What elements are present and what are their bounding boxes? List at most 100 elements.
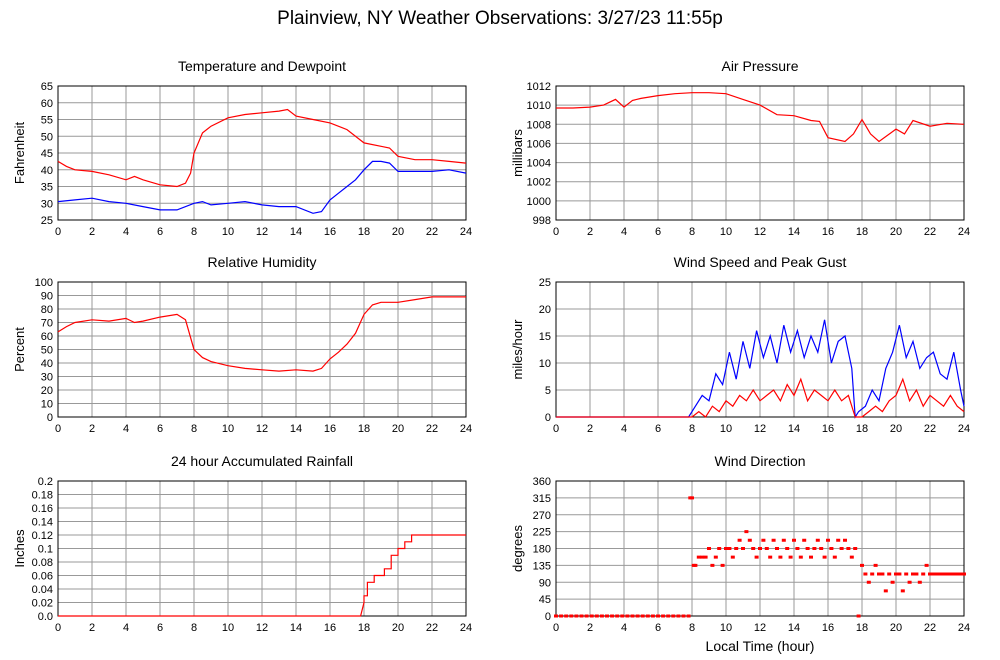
x-tick-label: 14 <box>290 226 302 238</box>
chart-title: Air Pressure <box>721 58 798 74</box>
x-tick-label: 2 <box>587 622 593 634</box>
data-point <box>625 614 630 618</box>
x-tick-label: 12 <box>754 226 766 238</box>
y-tick-label: 45 <box>539 594 551 606</box>
data-point <box>921 572 926 576</box>
data-point <box>764 547 769 550</box>
chart-title: Relative Humidity <box>208 254 317 270</box>
data-point <box>934 572 939 576</box>
y-tick-label: 50 <box>41 345 53 357</box>
x-tick-label: 4 <box>123 226 129 238</box>
x-tick-label: 12 <box>256 226 268 238</box>
y-tick-label: 0.04 <box>32 584 53 596</box>
chart-title: Temperature and Dewpoint <box>178 58 346 74</box>
x-tick-label: 2 <box>587 423 593 435</box>
y-tick-label: 20 <box>41 385 53 397</box>
x-tick-label: 24 <box>460 423 472 435</box>
x-tick-label: 22 <box>426 226 438 238</box>
data-point <box>805 547 810 550</box>
data-point <box>802 538 807 542</box>
data-point <box>931 572 936 576</box>
series-line-1 <box>57 296 466 372</box>
y-tick-label: 998 <box>533 215 551 227</box>
data-point <box>843 538 847 542</box>
x-tick-label: 8 <box>689 226 695 238</box>
y-axis-label: millibars <box>510 129 525 177</box>
x-tick-label: 6 <box>655 423 661 435</box>
data-point <box>645 614 650 618</box>
data-point <box>666 614 671 618</box>
data-point <box>696 555 701 559</box>
data-point <box>594 614 599 618</box>
y-tick-label: 55 <box>41 115 53 127</box>
plot-frame <box>57 85 467 221</box>
x-tick-label: 24 <box>460 226 472 238</box>
page-title: Plainview, NY Weather Observations: 3/27… <box>277 8 723 29</box>
plot-frame <box>555 480 965 617</box>
x-tick-label: 2 <box>587 226 593 238</box>
y-tick-label: 1002 <box>527 177 551 189</box>
x-tick-label: 12 <box>754 622 766 634</box>
data-point <box>907 580 912 584</box>
x-tick-label: 22 <box>924 226 936 238</box>
x-tick-label: 14 <box>290 622 302 634</box>
y-tick-label: 80 <box>41 304 53 316</box>
x-tick-label: 0 <box>553 622 559 634</box>
x-tick-label: 10 <box>222 622 234 634</box>
data-point <box>650 614 655 618</box>
data-point <box>727 547 732 550</box>
x-tick-label: 24 <box>460 622 472 634</box>
x-tick-label: 24 <box>958 622 970 634</box>
data-point <box>700 555 705 559</box>
plot-frame <box>555 281 965 418</box>
y-tick-label: 225 <box>533 527 551 539</box>
data-point <box>849 555 854 559</box>
x-tick-label: 2 <box>89 423 95 435</box>
x-tick-label: 20 <box>392 423 404 435</box>
data-point <box>686 614 691 618</box>
y-tick-label: 360 <box>533 476 551 488</box>
data-point <box>771 538 776 542</box>
data-point <box>661 614 666 618</box>
data-point <box>826 538 830 542</box>
x-tick-label: 14 <box>788 423 800 435</box>
data-point <box>822 555 827 559</box>
x-tick-label: 24 <box>958 226 970 238</box>
x-tick-label: 16 <box>324 622 336 634</box>
x-tick-label: 0 <box>55 423 61 435</box>
plot-frame <box>57 281 467 418</box>
x-tick-label: 2 <box>89 622 95 634</box>
y-tick-label: 0.12 <box>32 530 53 542</box>
x-tick-label: 8 <box>689 622 695 634</box>
data-point <box>720 563 725 567</box>
x-tick-label: 4 <box>621 226 627 238</box>
y-axis-label: Fahrenheit <box>12 122 27 185</box>
data-point <box>877 572 881 576</box>
data-point <box>941 572 946 576</box>
x-tick-label: 10 <box>720 423 732 435</box>
data-point <box>812 547 817 550</box>
data-point <box>832 555 837 559</box>
data-point <box>781 538 786 542</box>
data-point <box>564 614 569 618</box>
data-point <box>707 547 711 550</box>
y-axis-label: degrees <box>510 525 525 572</box>
y-tick-label: 1000 <box>527 196 551 208</box>
data-point <box>962 572 966 576</box>
y-tick-label: 30 <box>41 372 53 384</box>
data-point <box>924 563 929 567</box>
y-tick-label: 1004 <box>527 158 551 170</box>
data-point <box>890 580 895 584</box>
y-tick-label: 40 <box>41 165 53 177</box>
x-tick-label: 18 <box>358 226 370 238</box>
data-point <box>856 614 861 618</box>
data-point <box>948 572 953 576</box>
series-line-1 <box>57 108 467 188</box>
x-tick-label: 18 <box>856 423 868 435</box>
x-tick-label: 4 <box>123 423 129 435</box>
y-axis-label: Inches <box>12 529 27 568</box>
x-tick-label: 0 <box>55 622 61 634</box>
